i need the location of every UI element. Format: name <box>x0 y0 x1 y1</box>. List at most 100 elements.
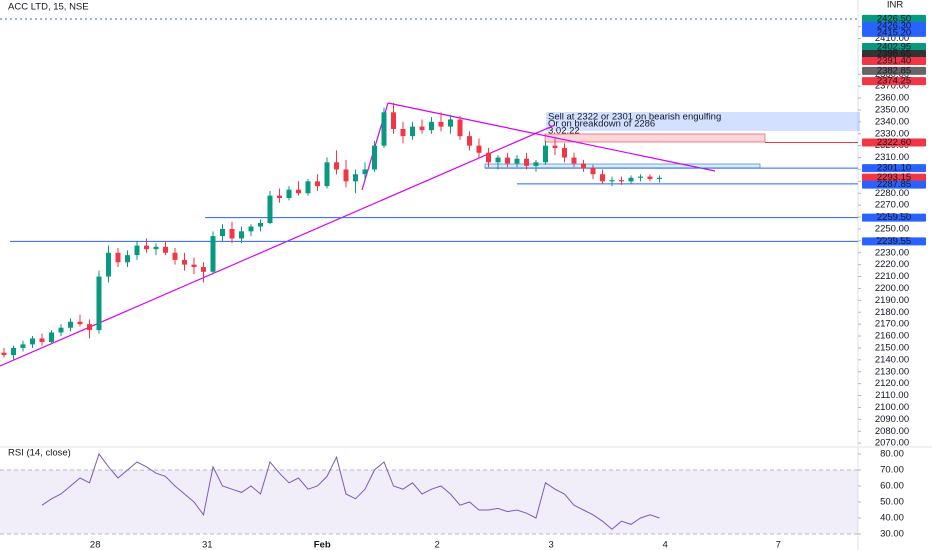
y-tick-label: 2330.00 <box>875 128 909 139</box>
candle-body <box>324 162 330 187</box>
rsi-band <box>0 470 858 534</box>
resistance-zone <box>544 133 766 143</box>
price-badge <box>862 66 926 75</box>
y-tick-label: 2340.00 <box>875 116 909 127</box>
y-tick-label: 2170.00 <box>875 319 909 330</box>
y-tick-label: 2080.00 <box>875 426 909 437</box>
candle-body <box>39 338 45 342</box>
price-badge <box>862 14 926 23</box>
candle-body <box>514 158 520 164</box>
candle-body <box>362 169 368 175</box>
candle-body <box>353 174 358 182</box>
price-badge <box>862 164 926 173</box>
y-tick-label: 2270.00 <box>875 200 909 211</box>
trend-line <box>0 124 556 367</box>
y-tick-label: 2180.00 <box>875 307 909 318</box>
candle-body <box>144 245 149 250</box>
annotation-line: Sell at 2322 or 2301 on bearish engulfin… <box>548 112 721 123</box>
y-tick-label: 2130.00 <box>875 366 909 377</box>
candle-body <box>334 162 339 170</box>
candle-body <box>590 168 596 175</box>
price-badge-label: 2259.50 <box>877 212 911 223</box>
price-badge-label: 2293.15 <box>877 172 911 183</box>
y-tick-label: 2350.00 <box>875 104 909 115</box>
price-badge <box>862 237 926 246</box>
candle-body <box>286 189 292 199</box>
price-badge <box>862 77 926 86</box>
candle-body <box>315 181 320 187</box>
y-tick-label: 2090.00 <box>875 414 909 425</box>
rsi-line <box>41 452 660 530</box>
candle-body <box>248 226 254 232</box>
y-tick-label: 2100.00 <box>875 402 909 413</box>
x-tick-label: Feb <box>314 540 331 550</box>
candle-body <box>533 162 539 166</box>
candle-body <box>30 338 35 345</box>
candle-body <box>106 252 111 277</box>
candle-body <box>419 126 425 131</box>
candle-body <box>201 267 206 272</box>
candle-body <box>343 169 349 182</box>
candle-body <box>628 177 634 182</box>
y-tick-label: 2410.00 <box>875 33 909 44</box>
x-tick-label: 3 <box>549 540 554 550</box>
price-badge <box>862 49 926 58</box>
candle-body <box>68 321 73 328</box>
chart-title: ACC LTD, 15, NSE <box>8 2 89 13</box>
price-badge-label: 2426.30 <box>877 20 911 31</box>
candle-body <box>210 236 216 272</box>
candle-body <box>457 119 463 137</box>
candle-body <box>172 252 178 260</box>
currency: INR <box>887 0 904 11</box>
y-tick-label: 2200.00 <box>875 283 909 294</box>
price-badge-label: 2382.85 <box>877 65 911 76</box>
y-tick-label: 2070.00 <box>875 438 909 449</box>
candle-body <box>609 180 615 182</box>
price-badge-label: 2239.55 <box>877 236 911 247</box>
price-badge-label: 2322.60 <box>877 137 911 148</box>
candle-body <box>647 176 653 179</box>
price-badge <box>862 56 926 65</box>
y-tick-label: 2310.00 <box>875 152 909 163</box>
candle-body <box>11 347 16 356</box>
candle-body <box>410 126 415 137</box>
price-badge-label: 2391.40 <box>877 55 911 66</box>
candle-body <box>296 189 301 194</box>
x-tick-label: 2 <box>435 540 440 550</box>
y-tick-label: 2280.00 <box>875 188 909 199</box>
candle-body <box>495 157 501 163</box>
rsi-tick-label: 70.00 <box>880 465 904 476</box>
price-badge <box>862 28 926 37</box>
candle-body <box>267 195 273 223</box>
candle-body <box>163 246 168 253</box>
candle-body <box>400 128 406 137</box>
annotation-line: Or on breakdown of 2286 <box>548 119 655 130</box>
candle-body <box>600 174 605 182</box>
y-tick-label: 2120.00 <box>875 378 909 389</box>
y-tick-label: 2230.00 <box>875 247 909 258</box>
candle-body <box>562 148 567 158</box>
candle-body <box>229 228 235 239</box>
candle-body <box>581 163 586 169</box>
candle-body <box>1 352 7 356</box>
candle-body <box>125 255 130 263</box>
candle-body <box>277 195 282 199</box>
candle-body <box>220 228 225 237</box>
candle-body <box>476 145 482 153</box>
y-tick-label: 2370.00 <box>875 81 909 92</box>
x-tick-label: 7 <box>776 540 781 550</box>
candle-body <box>467 136 472 146</box>
y-tick-label: 2190.00 <box>875 295 909 306</box>
rsi-tick-label: 80.00 <box>880 449 904 460</box>
candle-body <box>115 252 121 263</box>
candle-body <box>49 332 54 342</box>
candle-body <box>552 145 558 149</box>
rsi-tick-label: 30.00 <box>880 529 904 540</box>
candle-body <box>619 180 624 182</box>
price-badge <box>862 138 926 147</box>
price-badge <box>862 180 926 189</box>
rsi-label: RSI (14, close) <box>8 448 71 459</box>
y-tick-label: 2250.00 <box>875 223 909 234</box>
